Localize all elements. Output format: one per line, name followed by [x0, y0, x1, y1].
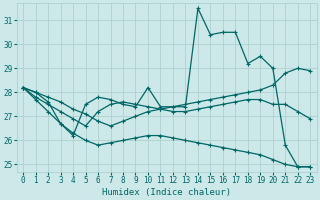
X-axis label: Humidex (Indice chaleur): Humidex (Indice chaleur) — [102, 188, 231, 197]
